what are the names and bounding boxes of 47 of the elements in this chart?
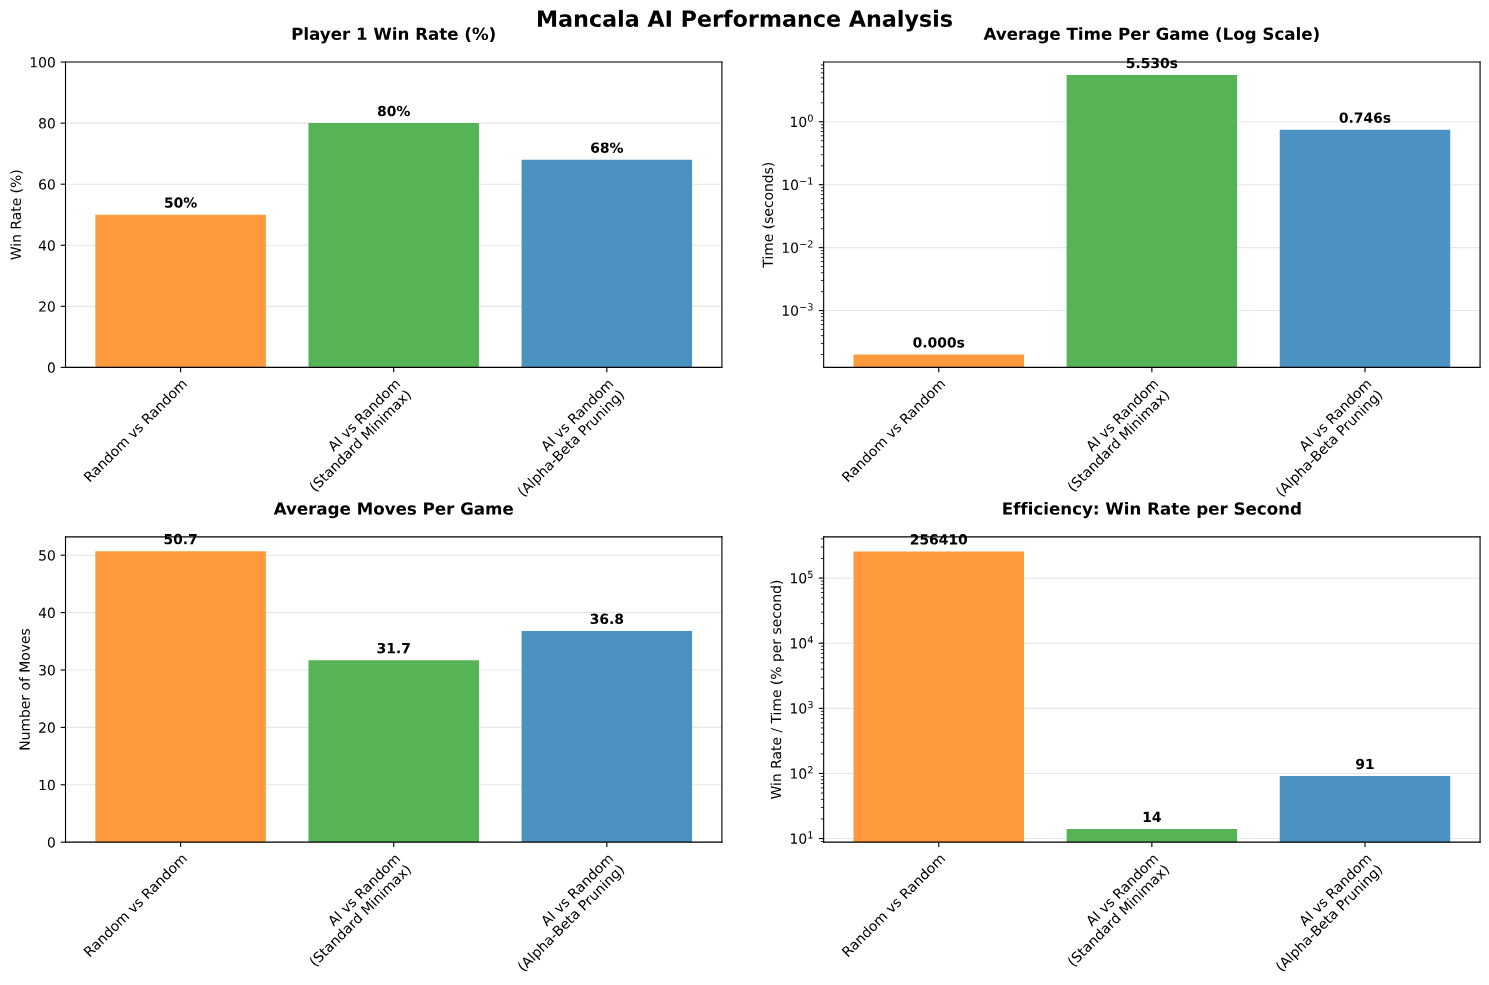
y-tick-label: 100 [30,57,55,68]
bar [308,123,479,368]
y-axis-title: Win Rate / Time (% per second) [770,580,784,799]
bar [521,159,693,368]
data-label: 0.000s [913,337,965,348]
text: Mancala AI Performance Analysis [538,9,952,32]
y-tick-label: 10$^{−2}$ [782,240,813,254]
y-tick-label: 0 [47,362,55,373]
data-label: 14 [1143,811,1161,822]
y-tick-label: 30 [39,664,55,676]
y-tick-label: 10$^{3}$ [791,700,813,714]
bar [308,660,479,843]
y-tick-label: 80 [39,118,55,129]
data-label: 80% [377,105,410,117]
chart-title: Efficiency: Win Rate per Second [1003,501,1301,519]
y-tick-label: 10$^{−1}$ [782,177,813,191]
y-tick-label: 40 [38,240,55,251]
y-tick-label: 0 [47,837,55,848]
y-tick-label: 10$^{2}$ [791,766,813,779]
y-tick-label: 60 [39,179,55,190]
y-axis-title: Number of Moves [19,628,30,750]
y-tick-label: 20 [39,722,55,733]
chart-title: Average Moves Per Game [273,502,513,519]
y-tick-label: 20 [39,301,55,312]
bar [95,551,266,843]
y-tick-label: 10$^{5}$ [791,570,813,584]
y-tick-label: 50 [39,550,55,561]
data-label: 68% [591,142,624,153]
data-label: 91 [1356,758,1374,770]
data-label: 36.8 [590,613,624,625]
y-axis-title: Win Rate (%) [10,170,23,260]
y-tick-label: 10$^{0}$ [791,114,813,128]
data-label: 0.746s [1339,112,1391,123]
bar [521,630,693,843]
chart-title: Average Time Per Game (Log Scale) [983,27,1319,44]
y-tick-label: 40 [38,607,55,619]
chart-title: Player 1 Win Rate (%) [292,27,495,44]
data-label: 50% [165,197,197,208]
y-axis-title: Time (seconds) [762,162,775,268]
bar [95,214,266,368]
y-tick-label: 10 [39,779,55,791]
y-tick-label: 10$^{4}$ [791,635,813,649]
data-label: 5.530s [1126,57,1178,69]
y-tick-label: 10$^{1}$ [791,831,813,844]
y-tick-label: 10$^{−3}$ [782,303,813,316]
data-label: 256410 [910,534,968,545]
data-label: 31.7 [377,642,410,654]
